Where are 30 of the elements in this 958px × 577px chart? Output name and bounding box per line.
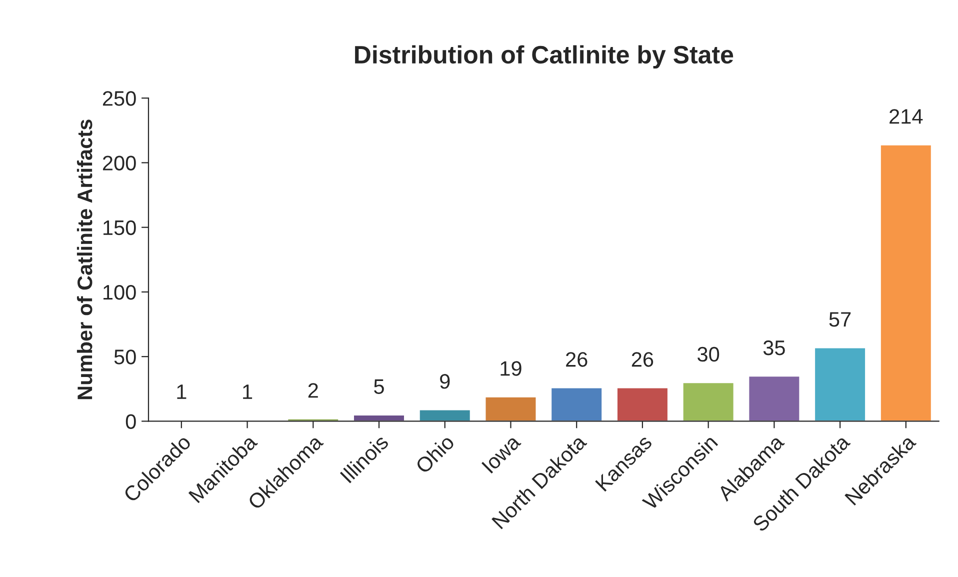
- data-label: 26: [566, 352, 588, 367]
- bar: [616, 386, 669, 422]
- data-label: 2: [308, 383, 318, 398]
- y-tick-label: 250: [102, 91, 136, 106]
- bar: [748, 375, 801, 422]
- data-label: 9: [440, 374, 450, 389]
- bar: [814, 346, 866, 422]
- data-label: 30: [698, 346, 720, 362]
- data-label: 19: [500, 361, 522, 376]
- data-label: 57: [829, 312, 851, 327]
- bar: [880, 144, 932, 422]
- y-tick-label: 100: [104, 284, 136, 300]
- bar: [484, 396, 538, 422]
- bar: [418, 408, 472, 422]
- x-tick-label: Ohio: [414, 434, 456, 474]
- bar: [682, 382, 735, 422]
- bar: [550, 386, 603, 422]
- chart-title: Distribution of Catlinite by State: [355, 45, 734, 69]
- data-label: 214: [890, 109, 923, 124]
- bar: [352, 414, 406, 422]
- data-label: 35: [763, 340, 785, 356]
- data-label: 26: [632, 352, 654, 367]
- y-tick-label: 50: [114, 350, 136, 364]
- y-tick-label: 200: [102, 156, 136, 170]
- y-tick-label: 150: [104, 220, 136, 236]
- y-axis-title: Number of Catlinite Artifacts: [76, 120, 92, 400]
- data-label: 1: [243, 384, 252, 399]
- data-label: 5: [374, 379, 384, 394]
- y-tick-label: 0: [126, 414, 136, 429]
- data-label: 1: [177, 384, 186, 399]
